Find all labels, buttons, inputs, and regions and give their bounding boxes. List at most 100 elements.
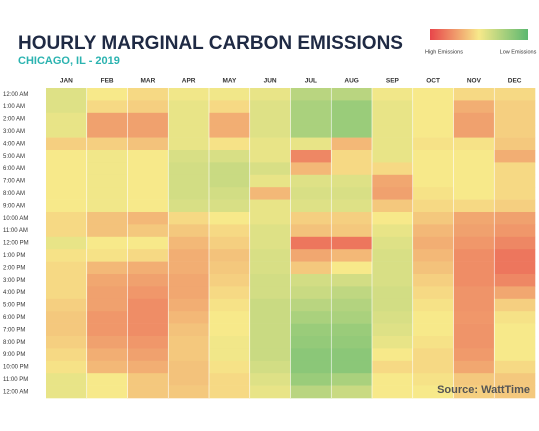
cell <box>46 261 88 275</box>
cell <box>331 360 373 374</box>
cell <box>290 150 332 163</box>
cell <box>372 385 414 399</box>
cell <box>372 348 414 362</box>
cell <box>494 348 536 362</box>
cell <box>372 187 414 200</box>
cell <box>209 236 251 250</box>
legend-low: Low Emissions <box>500 49 537 55</box>
column-label: SEP <box>386 78 400 85</box>
cell <box>168 125 210 138</box>
cell <box>86 236 128 250</box>
cell <box>494 360 536 374</box>
cell <box>372 298 414 312</box>
column-label: JUL <box>305 78 317 85</box>
legend-high: High Emissions <box>425 49 463 55</box>
cell <box>168 274 210 287</box>
cell <box>168 174 210 188</box>
cell <box>46 348 88 362</box>
cell <box>412 174 454 188</box>
cell <box>46 125 88 138</box>
cell <box>290 249 332 262</box>
cell <box>46 298 88 312</box>
cell <box>290 224 332 238</box>
cell <box>168 137 210 151</box>
cell <box>46 274 88 287</box>
cell <box>372 137 414 151</box>
column-label: OCT <box>426 78 440 85</box>
cell <box>290 125 332 138</box>
cell <box>372 162 414 176</box>
cell <box>46 174 88 188</box>
cell <box>209 224 251 238</box>
cell <box>290 360 332 374</box>
cell <box>209 373 251 386</box>
cell <box>290 261 332 275</box>
cell <box>46 88 88 101</box>
cell <box>249 261 291 275</box>
cell <box>453 274 495 287</box>
cell <box>46 162 88 176</box>
cell <box>209 174 251 188</box>
cell <box>209 274 251 287</box>
cell <box>372 112 414 126</box>
column-label: AUG <box>344 78 358 85</box>
cell <box>290 187 332 200</box>
cell <box>46 100 88 114</box>
cell <box>494 125 536 138</box>
cell <box>46 385 88 399</box>
cell <box>46 236 88 250</box>
cell <box>209 249 251 262</box>
cell <box>494 236 536 250</box>
cell <box>168 100 210 114</box>
cell <box>46 286 88 300</box>
cell <box>494 385 536 399</box>
cell <box>453 348 495 362</box>
cell <box>86 348 128 362</box>
cell <box>168 187 210 200</box>
cell <box>494 249 536 262</box>
cell <box>46 323 88 337</box>
row-label: 3:00 AM <box>3 129 25 135</box>
cell <box>372 125 414 138</box>
cell <box>331 286 373 300</box>
cell <box>86 360 128 374</box>
cell <box>372 360 414 374</box>
cell <box>331 150 373 163</box>
cell <box>209 360 251 374</box>
cell <box>453 100 495 114</box>
cell <box>127 311 169 324</box>
cell <box>46 360 88 374</box>
cell <box>86 212 128 225</box>
cell <box>331 88 373 101</box>
cell <box>453 137 495 151</box>
cell <box>453 150 495 163</box>
cell <box>86 187 128 200</box>
cell <box>127 100 169 114</box>
cell <box>453 249 495 262</box>
cell <box>127 298 169 312</box>
cell <box>412 336 454 349</box>
cell <box>412 100 454 114</box>
cell <box>290 199 332 213</box>
cell <box>86 125 128 138</box>
cell <box>249 323 291 337</box>
cell <box>249 298 291 312</box>
cell <box>331 137 373 151</box>
cell <box>86 100 128 114</box>
cell <box>209 162 251 176</box>
cell <box>331 385 373 399</box>
cell <box>249 236 291 250</box>
cell <box>249 360 291 374</box>
cell <box>46 150 88 163</box>
cell <box>331 236 373 250</box>
cell <box>127 286 169 300</box>
row-label: 2:00 AM <box>3 117 25 123</box>
cell <box>168 385 210 399</box>
cell <box>249 125 291 138</box>
cell <box>86 162 128 176</box>
cell <box>372 174 414 188</box>
cell <box>331 162 373 176</box>
cell <box>86 298 128 312</box>
cell <box>372 311 414 324</box>
cell <box>290 137 332 151</box>
